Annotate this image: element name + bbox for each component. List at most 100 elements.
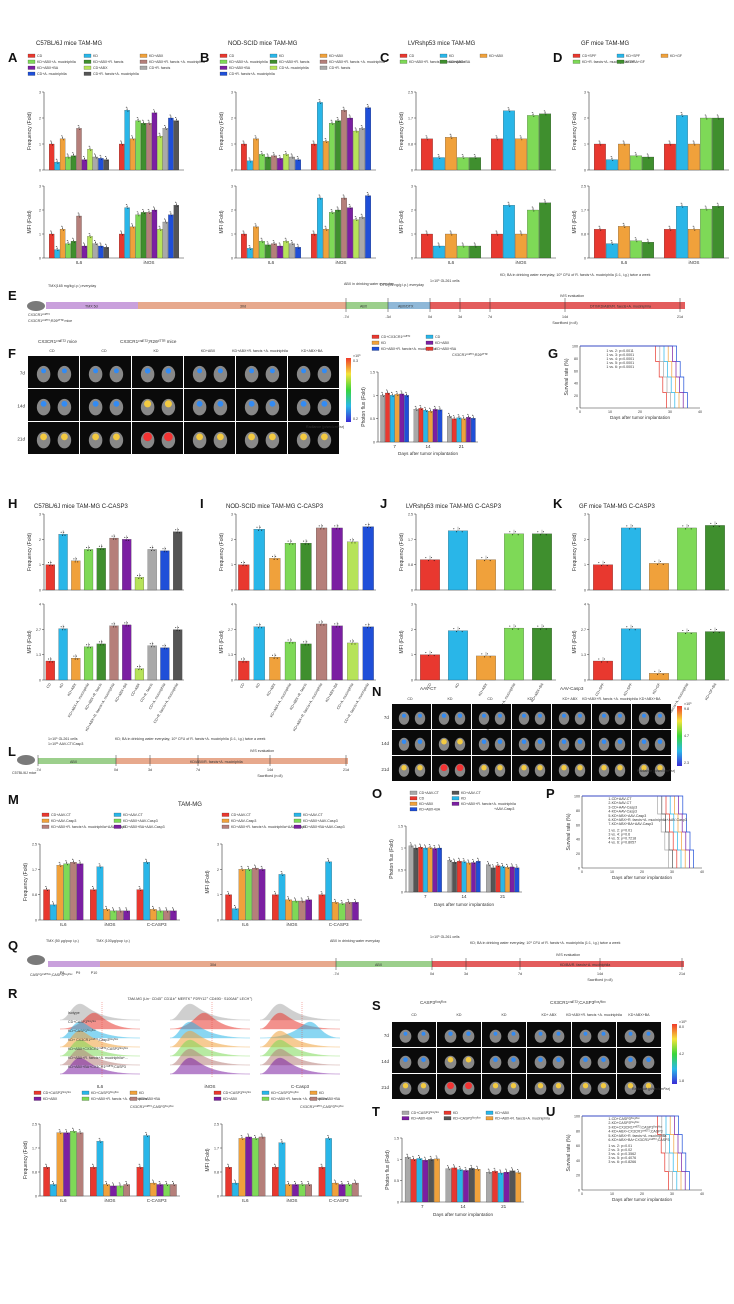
category-label: 7 bbox=[393, 444, 396, 449]
bar bbox=[318, 1167, 326, 1197]
data-point bbox=[83, 156, 85, 158]
y-tick-label: 0 bbox=[584, 589, 586, 593]
data-point bbox=[509, 111, 511, 113]
timeline-seg-label: KD/ABX/R. faecis+A. muciniphila bbox=[190, 760, 243, 764]
legend-label: KD+ABX+R. faecis+A. muciniphila bbox=[461, 802, 516, 806]
bli-signal bbox=[556, 1031, 561, 1036]
legend-label: KD+ABX bbox=[495, 1111, 510, 1115]
data-point bbox=[266, 241, 268, 243]
bar bbox=[247, 160, 253, 171]
data-point bbox=[56, 248, 58, 250]
data-point bbox=[465, 1168, 467, 1170]
data-point bbox=[322, 895, 324, 897]
legend-label: KD bbox=[279, 54, 284, 58]
bli-signal bbox=[511, 1057, 516, 1063]
bar bbox=[503, 205, 515, 259]
data-point bbox=[100, 644, 102, 646]
data-point bbox=[281, 872, 283, 874]
bar bbox=[490, 867, 496, 893]
bar bbox=[81, 245, 88, 259]
data-point bbox=[255, 137, 257, 139]
bar bbox=[289, 156, 295, 171]
bar bbox=[277, 245, 283, 259]
data-point bbox=[456, 631, 458, 633]
data-point bbox=[710, 522, 712, 524]
bar bbox=[265, 244, 271, 259]
bli-image bbox=[28, 389, 79, 421]
legend-swatch bbox=[27, 53, 36, 58]
data-point bbox=[336, 206, 338, 208]
data-point bbox=[153, 109, 155, 111]
data-point bbox=[718, 632, 720, 634]
data-point bbox=[45, 886, 47, 888]
data-point bbox=[458, 628, 460, 630]
data-point bbox=[648, 157, 650, 159]
bli-image bbox=[437, 1074, 481, 1099]
data-point bbox=[66, 1131, 68, 1133]
mouse-body bbox=[36, 365, 51, 383]
mouse-body bbox=[494, 711, 506, 725]
legend-swatch bbox=[409, 807, 418, 812]
data-point bbox=[365, 524, 367, 526]
data-point bbox=[448, 1169, 450, 1171]
data-point bbox=[78, 214, 80, 216]
data-point bbox=[505, 1168, 507, 1170]
data-point bbox=[492, 866, 494, 868]
bar bbox=[503, 110, 515, 171]
data-point bbox=[354, 216, 356, 218]
bar bbox=[539, 113, 552, 171]
data-point bbox=[511, 1167, 513, 1169]
data-point bbox=[242, 869, 244, 871]
data-point bbox=[60, 626, 62, 628]
legend-swatch bbox=[425, 340, 434, 345]
bar bbox=[247, 248, 253, 259]
data-point bbox=[430, 1157, 432, 1159]
data-point bbox=[469, 863, 471, 865]
timeline-tick-label: P8 bbox=[60, 971, 64, 975]
data-point bbox=[262, 869, 264, 871]
y-tick-label: 0.8 bbox=[32, 1171, 37, 1175]
data-point bbox=[473, 418, 475, 420]
data-point bbox=[623, 224, 625, 226]
y-tick-label: 2.5 bbox=[581, 185, 586, 189]
y-axis-label: MFI (Fold) bbox=[219, 630, 225, 653]
timeline-tick-label: 14d bbox=[597, 972, 603, 976]
bar bbox=[700, 208, 712, 259]
data-point bbox=[99, 1139, 101, 1141]
data-point bbox=[428, 844, 430, 846]
data-point bbox=[94, 155, 96, 157]
data-point bbox=[532, 113, 534, 115]
data-point bbox=[512, 1171, 514, 1173]
y-tick-label: 0 bbox=[231, 589, 233, 593]
timeline-tick-label: -7d bbox=[333, 972, 338, 976]
data-point bbox=[437, 242, 439, 244]
category-label: 14 bbox=[425, 444, 431, 449]
bar bbox=[272, 894, 279, 921]
histogram-label: KD+CASP3ᶠˡᵒˣ/ᶠˡᵒˣ bbox=[68, 1029, 97, 1033]
y-tick-label: 0 bbox=[401, 891, 403, 895]
data-point bbox=[411, 846, 413, 848]
legend-label: KD+ABX+R. faecis bbox=[93, 60, 124, 64]
category-label: iNOS bbox=[144, 260, 155, 265]
data-point bbox=[120, 230, 122, 232]
data-point bbox=[137, 119, 139, 121]
legend-swatch bbox=[660, 53, 669, 58]
y-tick-label: 2 bbox=[584, 117, 586, 121]
bar bbox=[245, 1136, 252, 1197]
data-point bbox=[612, 244, 614, 246]
data-point bbox=[669, 142, 671, 144]
panel-title: NOD-SCID mice TAM-MG bbox=[228, 41, 298, 47]
data-point bbox=[126, 108, 128, 110]
data-point bbox=[261, 1135, 263, 1137]
data-point bbox=[338, 121, 340, 123]
y-tick-label: 0 bbox=[584, 679, 586, 683]
data-point bbox=[453, 1166, 455, 1168]
y-tick-label: 1.7 bbox=[32, 1147, 37, 1151]
data-point bbox=[87, 647, 89, 649]
histogram-axis-label: IL6 bbox=[97, 1084, 104, 1089]
category-label: CD bbox=[426, 682, 432, 689]
data-point bbox=[84, 246, 86, 248]
legend-label: CD bbox=[37, 54, 43, 58]
data-point bbox=[73, 862, 75, 864]
